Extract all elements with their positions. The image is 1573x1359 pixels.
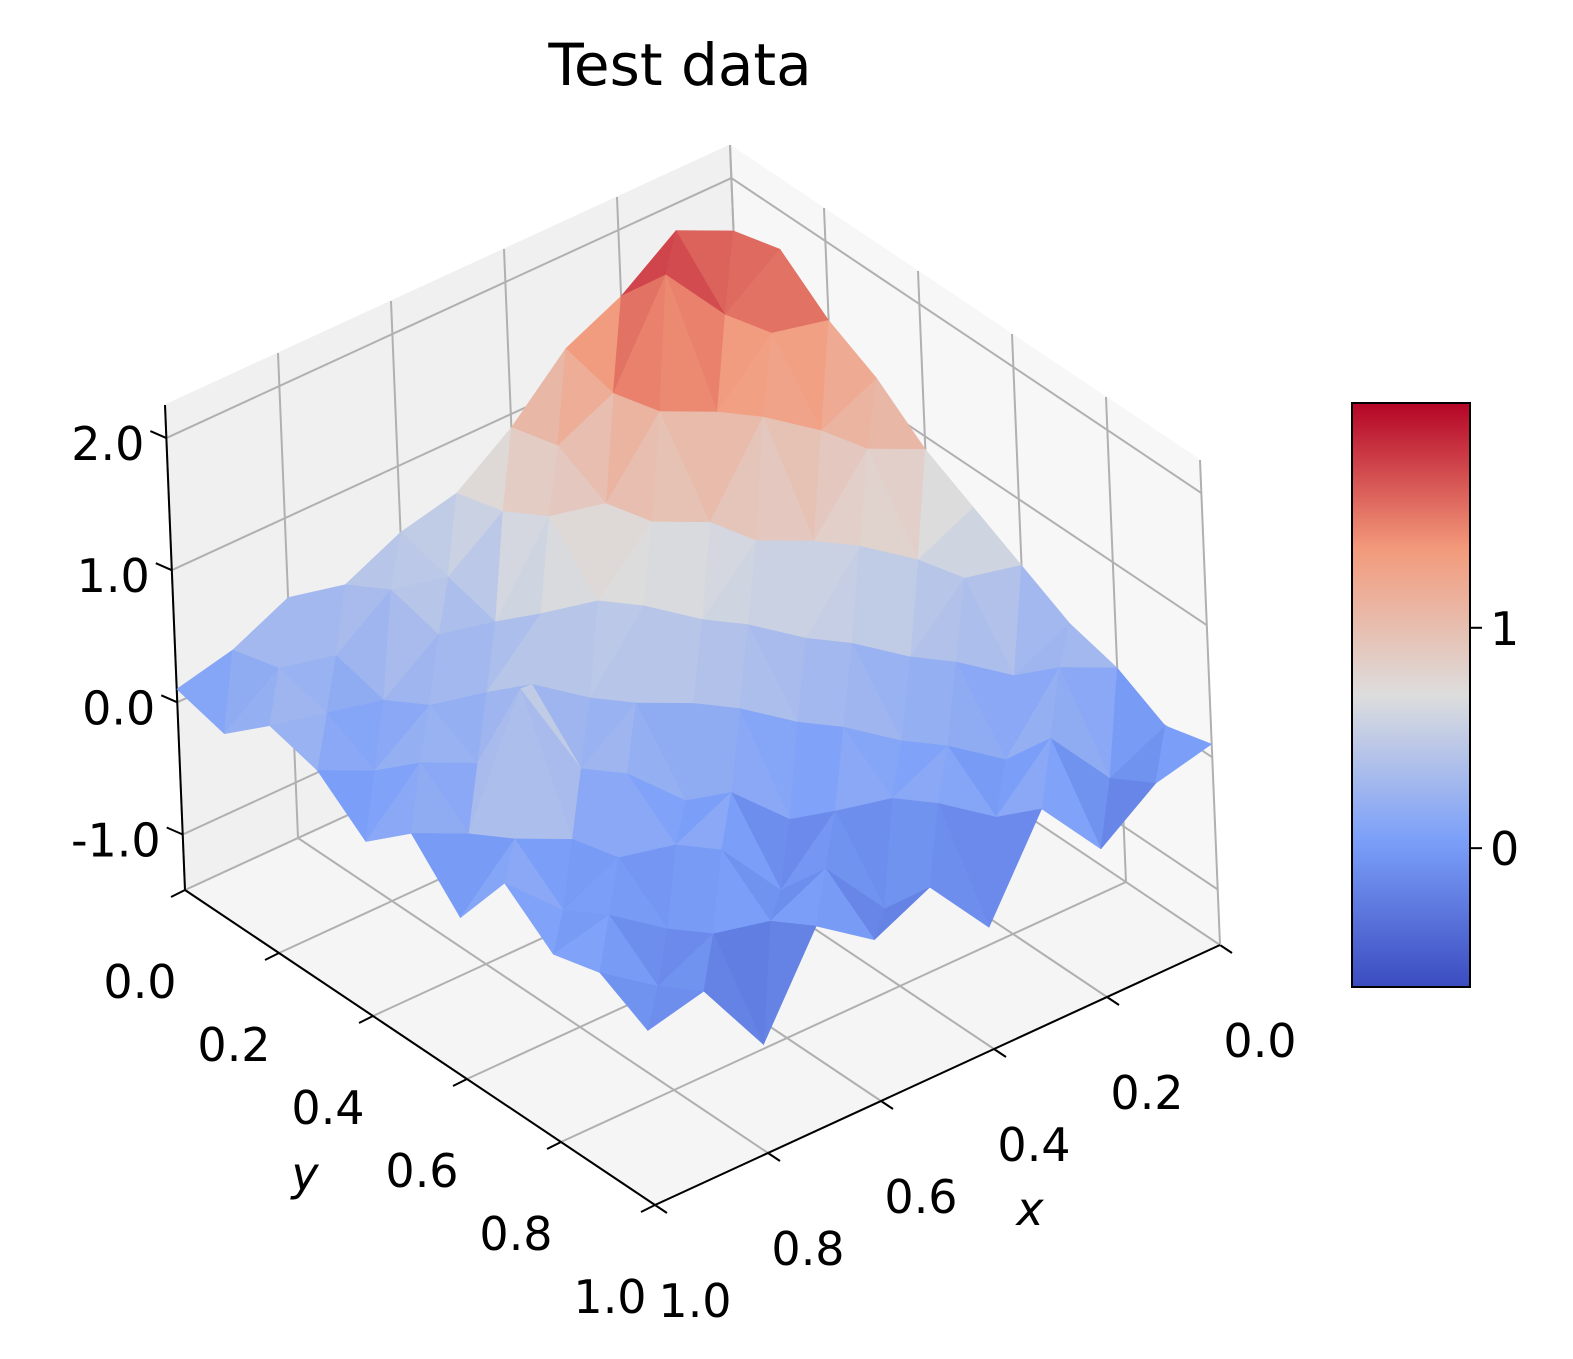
- surface-facet: [874, 887, 931, 941]
- surface-facet: [1155, 725, 1212, 784]
- chart-title: Test data: [547, 31, 811, 99]
- tick-mark: [546, 1141, 562, 1150]
- x-tick-label: 0.2: [1110, 1066, 1183, 1120]
- y-axis-line: [184, 889, 656, 1206]
- z-tick-label: 1.0: [77, 549, 150, 603]
- tick-mark: [452, 1078, 468, 1087]
- y-tick-label: 0.0: [103, 955, 176, 1009]
- z-tick-label: -1.0: [71, 813, 161, 867]
- x-tick-label: 0.0: [1223, 1014, 1296, 1068]
- x-tick-label: 0.6: [884, 1170, 957, 1224]
- x-axis-line: [654, 944, 1221, 1206]
- x-axis-label: x: [1014, 1182, 1044, 1236]
- tick-mark: [149, 430, 167, 439]
- surface-facet: [988, 808, 1042, 928]
- tick-mark: [993, 1048, 1007, 1058]
- surface-facet: [269, 712, 327, 771]
- surface-facet: [815, 868, 875, 941]
- y-tick-label: 0.6: [385, 1144, 458, 1198]
- colorbar-tick-label: 1: [1490, 602, 1519, 656]
- y-tick-label: 0.4: [291, 1081, 364, 1135]
- y-tick-label: 1.0: [573, 1270, 646, 1324]
- z-tick-label: 2.0: [71, 417, 144, 471]
- surface-facet: [1100, 778, 1157, 850]
- grid-line: [277, 352, 299, 839]
- colorbar: [1351, 402, 1471, 988]
- tick-mark: [1219, 944, 1233, 954]
- tick-mark: [640, 1204, 656, 1213]
- tick-mark: [155, 562, 173, 572]
- x-tick-label: 1.0: [658, 1274, 731, 1328]
- surface-facet: [647, 986, 705, 1031]
- tick-mark: [160, 694, 178, 704]
- grid-line: [1199, 459, 1221, 946]
- grid-line: [297, 837, 769, 1154]
- grid-line: [165, 177, 732, 439]
- tick-mark: [880, 1100, 894, 1110]
- y-tick-label: 0.8: [479, 1207, 552, 1261]
- z-axis-line: [164, 404, 186, 891]
- x-tick-label: 0.8: [771, 1222, 844, 1276]
- grid-line: [560, 881, 1127, 1143]
- tick-mark: [166, 826, 184, 836]
- tick-mark: [767, 1152, 781, 1162]
- y-tick-label: 0.2: [197, 1018, 270, 1072]
- x-tick-label: 0.4: [997, 1118, 1070, 1172]
- y-axis-label: y: [289, 1147, 319, 1201]
- tick-mark: [654, 1204, 668, 1214]
- grid-line: [730, 177, 1202, 494]
- tick-mark: [1106, 996, 1120, 1006]
- tick-mark: [264, 952, 280, 961]
- z-tick-label: 0.0: [82, 681, 155, 735]
- tick-mark: [170, 889, 186, 898]
- surface-facet: [703, 933, 764, 1045]
- surface-facet: [929, 803, 990, 928]
- tick-mark: [358, 1015, 374, 1024]
- colorbar-tick-label: 0: [1490, 822, 1519, 876]
